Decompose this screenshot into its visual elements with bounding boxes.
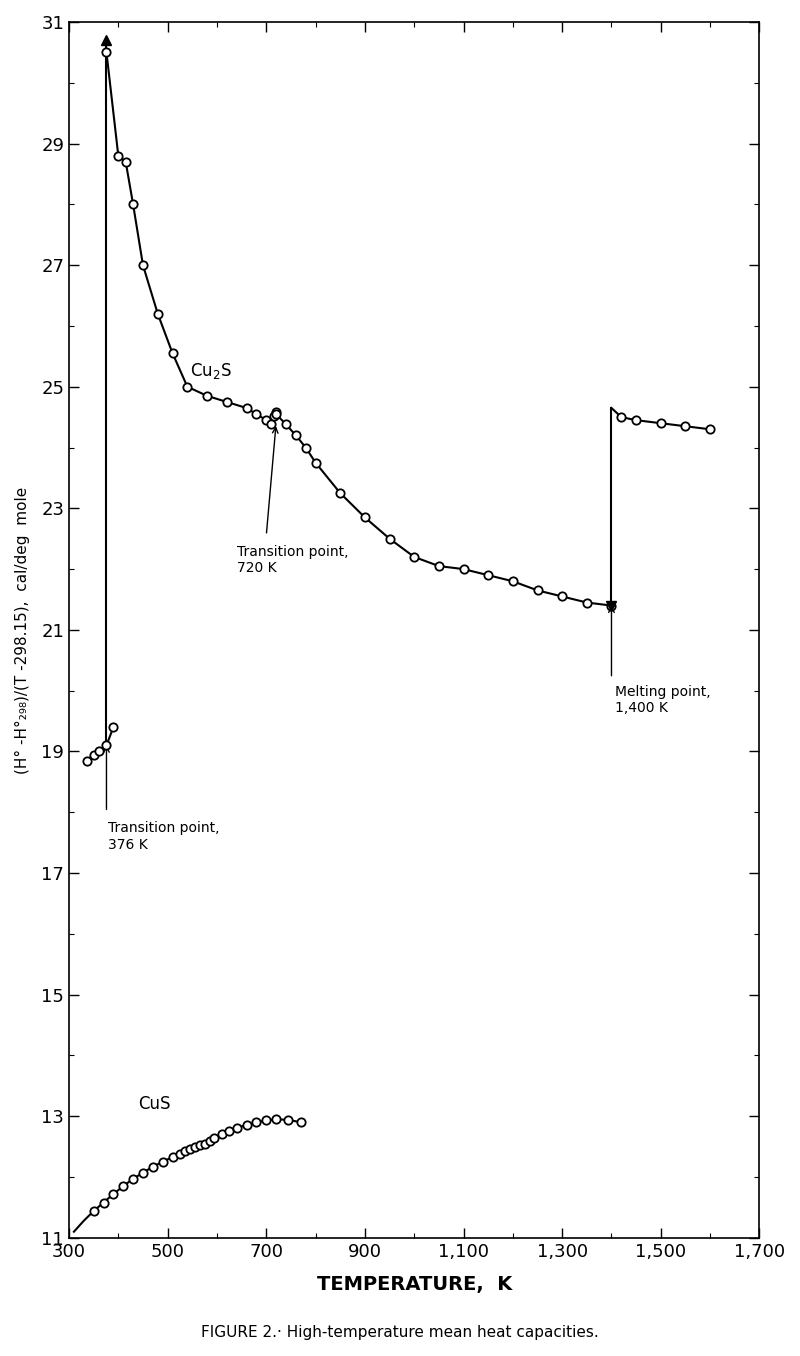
X-axis label: TEMPERATURE,  K: TEMPERATURE, K bbox=[317, 1275, 512, 1294]
Text: Transition point,
376 K: Transition point, 376 K bbox=[109, 822, 220, 852]
Text: FIGURE 2.· High-temperature mean heat capacities.: FIGURE 2.· High-temperature mean heat ca… bbox=[201, 1325, 599, 1340]
Text: Cu$_2$S: Cu$_2$S bbox=[190, 361, 232, 381]
Text: Melting point,
1,400 K: Melting point, 1,400 K bbox=[615, 685, 711, 715]
Y-axis label: (H° -H°₂₉₈)/(T -298.15),  cal/deg  mole: (H° -H°₂₉₈)/(T -298.15), cal/deg mole bbox=[15, 487, 30, 773]
Text: CuS: CuS bbox=[138, 1096, 170, 1113]
Text: Transition point,
720 K: Transition point, 720 K bbox=[237, 545, 348, 575]
